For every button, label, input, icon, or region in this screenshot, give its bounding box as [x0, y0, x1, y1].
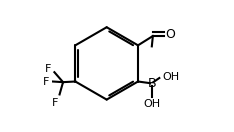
Text: F: F	[45, 64, 51, 74]
Text: OH: OH	[143, 99, 160, 109]
Text: F: F	[51, 98, 58, 108]
Text: B: B	[147, 77, 156, 90]
Text: OH: OH	[163, 72, 180, 82]
Text: F: F	[43, 77, 50, 86]
Text: O: O	[165, 28, 176, 41]
